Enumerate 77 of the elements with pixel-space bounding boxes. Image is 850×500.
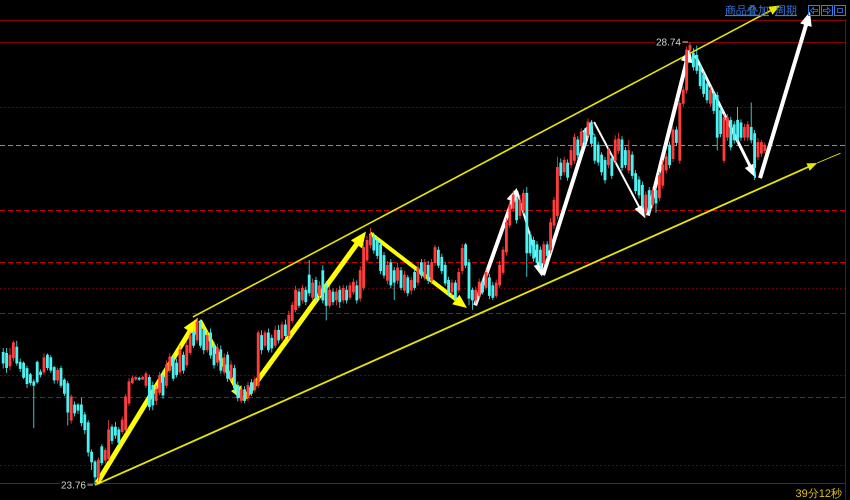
candlestick <box>260 330 264 355</box>
candlestick <box>284 319 287 340</box>
candlestick <box>396 262 400 284</box>
candlestick <box>566 159 570 182</box>
candlestick <box>216 343 219 366</box>
candlestick <box>668 141 672 169</box>
candlestick <box>586 118 590 140</box>
candlestick <box>162 370 164 400</box>
candlestick <box>345 285 348 304</box>
candlestick <box>583 128 586 146</box>
candlestick <box>56 367 60 384</box>
candlestick <box>760 139 763 158</box>
candlestick <box>450 279 454 296</box>
candlestick <box>620 136 624 172</box>
candlestick <box>604 156 606 184</box>
candlestick <box>318 280 321 300</box>
candlestick <box>674 126 678 146</box>
candlestick <box>654 186 658 214</box>
candlestick <box>178 344 182 376</box>
candlestick <box>484 268 488 291</box>
candlestick <box>314 276 318 302</box>
candlestick <box>226 351 230 382</box>
candlestick <box>300 284 304 304</box>
candlestick <box>400 266 402 291</box>
candlestick <box>182 351 185 374</box>
candlestick <box>328 285 332 308</box>
candlestick <box>298 288 300 308</box>
candlestick <box>5 348 8 374</box>
candlestick <box>413 268 416 291</box>
candlestick <box>332 288 334 306</box>
candlestick <box>606 146 610 169</box>
candlestick <box>46 352 49 371</box>
candlestick <box>230 360 232 382</box>
candlestick <box>488 274 491 300</box>
candlestick <box>311 278 314 300</box>
candlestick <box>246 381 250 402</box>
candlestick <box>386 260 389 284</box>
candlestick <box>26 365 28 388</box>
text: 商品叠加 <box>725 4 769 17</box>
candlestick <box>42 352 46 376</box>
candlestick <box>264 330 266 348</box>
candlestick <box>192 328 196 348</box>
text: 39分12秒 <box>796 488 842 500</box>
candlestick <box>692 48 695 71</box>
candlestick <box>280 320 284 342</box>
candlestick <box>348 282 352 300</box>
candlestick <box>334 288 338 306</box>
candlestick <box>144 370 148 388</box>
annotation: 28.74 <box>656 38 682 48</box>
candlestick <box>481 278 484 296</box>
candlestick <box>672 126 674 162</box>
candlestick <box>266 328 270 353</box>
candlestick <box>515 196 518 224</box>
candlestick <box>107 420 110 462</box>
candlestick <box>454 280 457 302</box>
annotation: 23.76 <box>60 480 86 492</box>
candlestick <box>148 374 151 411</box>
candlestick <box>708 86 712 108</box>
candlestick <box>402 270 406 294</box>
candlestick <box>196 317 198 344</box>
candlestick <box>722 114 726 164</box>
text: 周期 <box>775 5 797 17</box>
candlestick <box>96 457 100 482</box>
candlestick <box>651 186 654 209</box>
candlestick <box>736 106 740 144</box>
candlestick <box>277 324 280 344</box>
candlestick <box>250 378 253 396</box>
candlestick <box>756 138 760 161</box>
candlestick <box>572 133 576 164</box>
candlestick <box>536 240 538 267</box>
candlestick <box>110 424 114 444</box>
candlestick <box>175 358 178 378</box>
candlestick <box>420 258 423 280</box>
candlestick <box>73 400 76 417</box>
candlestick <box>742 123 746 142</box>
candlestick <box>243 386 246 404</box>
candlestick <box>416 262 420 286</box>
